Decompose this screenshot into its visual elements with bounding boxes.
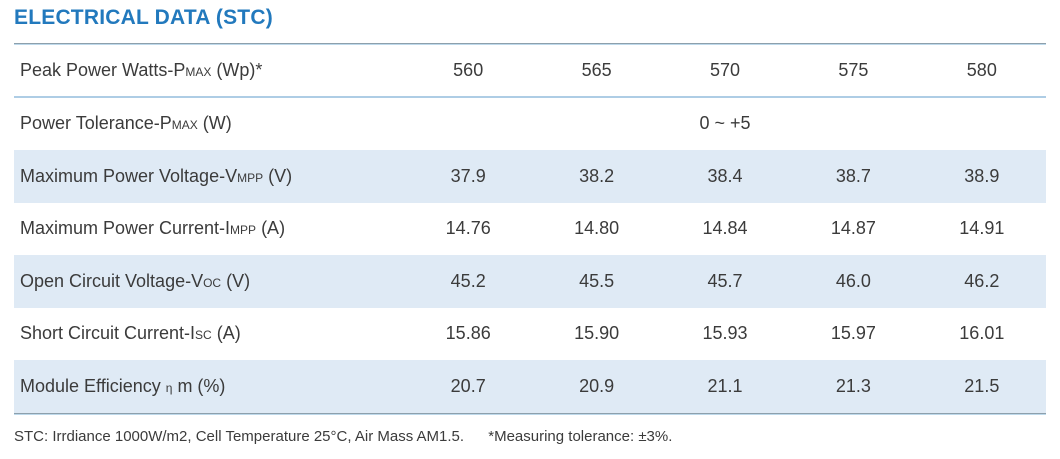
value-cell: 45.2 (450, 270, 486, 291)
value-cell: 15.90 (574, 323, 620, 344)
value-cell: 565 (581, 59, 612, 80)
row-label: Module Efficiency η m (%) (14, 376, 404, 397)
value-cell: 21.3 (835, 375, 871, 396)
value-cell: 21.1 (707, 375, 743, 396)
value-cell: 21.5 (964, 375, 1000, 396)
stc-conditions-note: STC: Irrdiance 1000W/m2, Cell Temperatur… (14, 427, 465, 445)
row-label: Power Tolerance-PMAX (W) (14, 113, 404, 134)
value-cell: 14.84 (702, 218, 748, 239)
table-row: Short Circuit Current-ISC (A) 15.86 15.9… (14, 308, 1046, 361)
value-cell: 46.2 (964, 270, 1000, 291)
datasheet-section: ELECTRICAL DATA (STC) Peak Power Watts-P… (14, 6, 1046, 445)
table-row: Open Circuit Voltage-VOC (V) 45.2 45.5 4… (14, 255, 1046, 308)
row-label-subscript: SC (195, 328, 212, 343)
value-cell: 46.0 (835, 270, 871, 291)
row-label-unit: (V) (263, 165, 293, 186)
row-label: Peak Power Watts-PMAX (Wp)* (14, 60, 404, 81)
table-row: Peak Power Watts-PMAX (Wp)* 560 565 570 … (14, 45, 1046, 98)
value-cell: 20.9 (579, 375, 615, 396)
row-label-unit: (W) (197, 113, 232, 134)
value-cell: 570 (709, 59, 741, 80)
row-label: Short Circuit Current-ISC (A) (14, 323, 404, 344)
row-label-subscript: MAX (171, 118, 198, 133)
row-label-text: Open Circuit Voltage-V (20, 270, 204, 291)
value-cell: 575 (838, 59, 869, 80)
value-cell: 45.7 (707, 270, 743, 291)
row-label-unit: m (%) (172, 375, 226, 396)
row-label-text: Peak Power Watts-P (20, 59, 186, 80)
row-label: Open Circuit Voltage-VOC (V) (14, 271, 404, 292)
measuring-tolerance-note: *Measuring tolerance: ±3%. (488, 427, 673, 445)
value-cell: 14.91 (959, 218, 1005, 239)
row-label-subscript: MPP (230, 223, 257, 238)
value-cell: 14.80 (574, 218, 620, 239)
value-cell: 15.97 (830, 323, 876, 344)
table-row: Module Efficiency η m (%) 20.7 20.9 21.1… (14, 360, 1046, 413)
row-label-text: Short Circuit Current-I (20, 323, 196, 344)
table-row: Power Tolerance-PMAX (W) 0 ~ +5 (14, 98, 1046, 151)
footnote: STC: Irrdiance 1000W/m2, Cell Temperatur… (14, 428, 1046, 445)
section-title: ELECTRICAL DATA (STC) (14, 6, 273, 29)
value-cell: 37.9 (450, 165, 486, 186)
row-label-subscript: MPP (237, 170, 264, 185)
value-cell: 15.86 (445, 323, 491, 344)
table-row: Maximum Power Voltage-VMPP (V) 37.9 38.2… (14, 150, 1046, 203)
value-cell: 45.5 (579, 270, 615, 291)
row-label-unit: (V) (221, 270, 251, 291)
row-label-unit: (A) (256, 218, 286, 239)
value-cell: 38.7 (835, 165, 871, 186)
electrical-data-table: Peak Power Watts-PMAX (Wp)* 560 565 570 … (14, 43, 1046, 415)
value-cell: 14.87 (830, 218, 876, 239)
row-label-subscript: η (165, 380, 173, 395)
table-row: Maximum Power Current-IMPP (A) 14.76 14.… (14, 203, 1046, 256)
table-top-border (14, 43, 1046, 45)
merged-value-cell: 0 ~ +5 (699, 113, 751, 134)
table-bottom-border (14, 412, 1046, 415)
value-cell: 20.7 (450, 375, 486, 396)
row-label-text: Maximum Power Current-I (20, 218, 231, 239)
row-label-text: Module Efficiency (20, 375, 166, 396)
value-cell: 15.93 (702, 323, 748, 344)
value-cell: 14.76 (445, 218, 491, 239)
value-cell: 560 (453, 59, 484, 80)
value-cell: 580 (966, 59, 997, 80)
value-cell: 38.9 (964, 165, 1000, 186)
value-cell: 16.01 (959, 323, 1005, 344)
row-label-text: Maximum Power Voltage-V (20, 165, 238, 186)
row-label-subscript: MAX (185, 64, 212, 79)
row-label-text: Power Tolerance-P (20, 113, 172, 134)
row-label: Maximum Power Voltage-VMPP (V) (14, 166, 404, 187)
row-label-unit: (A) (211, 323, 241, 344)
row-label-unit: (Wp)* (211, 59, 263, 80)
row-label: Maximum Power Current-IMPP (A) (14, 218, 404, 239)
value-cell: 38.2 (579, 165, 615, 186)
value-cell: 38.4 (707, 165, 743, 186)
row-label-subscript: OC (203, 275, 222, 290)
